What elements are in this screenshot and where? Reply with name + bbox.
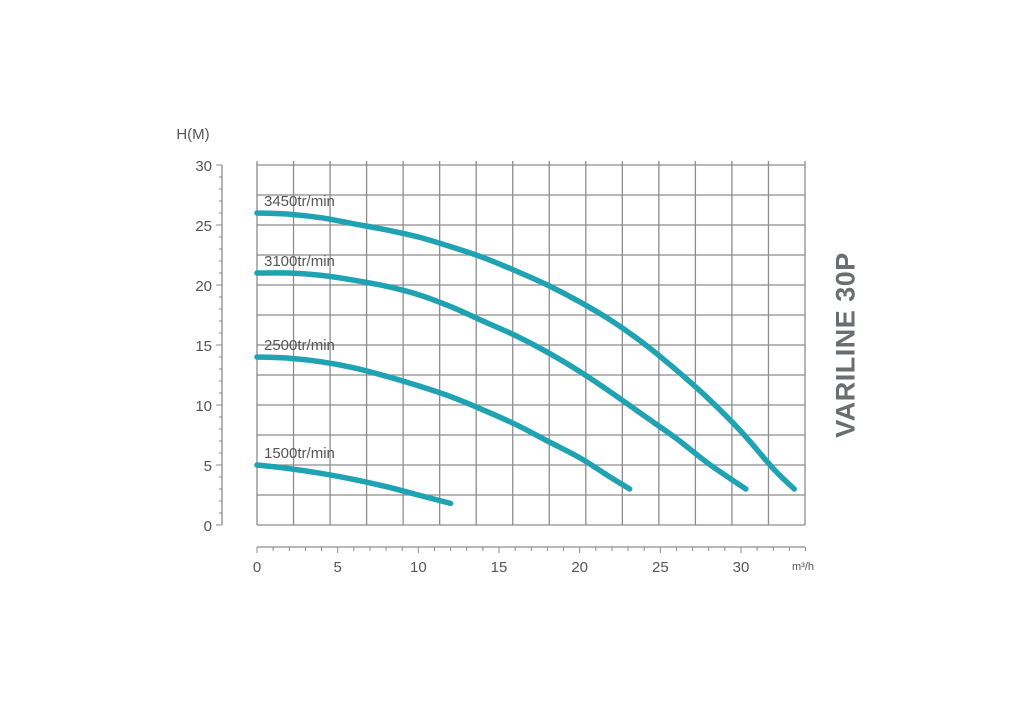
series-line (254, 210, 797, 492)
series-label: 3100tr/min (264, 253, 335, 270)
x-tick-label: 10 (410, 559, 427, 576)
chart-title: VARILINE 30P (830, 252, 861, 438)
series-label: 3450tr/min (264, 193, 335, 210)
y-tick-label: 15 (195, 338, 212, 355)
series-label: 2500tr/min (264, 337, 335, 354)
series-line (254, 354, 633, 492)
y-tick-label: 20 (195, 278, 212, 295)
labels: 0 5 10 15 20 25 30 H(M) 0 5 10 15 20 25 30 m³/h 3450tr/m… (176, 126, 814, 576)
x-tick-label: 15 (491, 559, 508, 576)
y-tick-label: 5 (204, 458, 212, 475)
y-tick-label: 10 (195, 398, 212, 415)
y-tick-label: 0 (204, 518, 212, 535)
x-tick-label: 0 (253, 559, 261, 576)
x-tick-label: 30 (733, 559, 750, 576)
y-tick-label: 30 (195, 158, 212, 175)
x-tick-label: 20 (571, 559, 588, 576)
series-line (254, 462, 454, 507)
series-group (254, 210, 797, 507)
series-label: 1500tr/min (264, 445, 335, 462)
axes (216, 164, 807, 553)
y-tick-label: 25 (195, 218, 212, 235)
y-axis-label: H(M) (176, 126, 209, 143)
x-tick-label: 5 (333, 559, 341, 576)
series-line (254, 270, 749, 492)
x-tick-label: 25 (652, 559, 669, 576)
x-axis-label: m³/h (792, 561, 814, 573)
